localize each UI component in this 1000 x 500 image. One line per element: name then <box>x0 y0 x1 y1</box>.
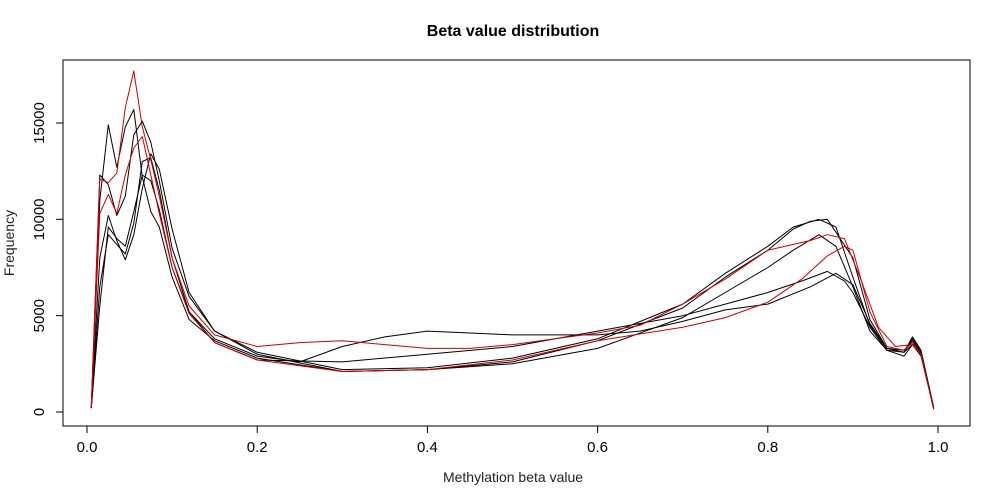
series-line-3 <box>90 153 935 408</box>
chart-title: Beta value distribution <box>427 23 599 40</box>
y-tick-label: 5000 <box>31 299 48 332</box>
x-tick-label: 0.8 <box>757 439 778 456</box>
series-line-5 <box>90 174 935 409</box>
series-line-2 <box>90 109 935 409</box>
x-tick-label: 1.0 <box>928 439 949 456</box>
x-tick-label: 0.2 <box>247 439 268 456</box>
series-line-6 <box>90 70 935 410</box>
x-tick-label: 0.4 <box>417 439 438 456</box>
series-line-7 <box>90 136 935 410</box>
x-tick-label: 0.0 <box>77 439 98 456</box>
y-axis: 0 5000 10000 15000 <box>31 102 64 416</box>
x-tick-label: 0.6 <box>587 439 608 456</box>
x-axis: 0.0 0.2 0.4 0.6 0.8 1.0 <box>77 425 949 456</box>
y-axis-label: Frequency <box>1 210 17 276</box>
y-tick-label: 0 <box>31 408 48 416</box>
plot-frame <box>62 59 971 427</box>
series-line-4 <box>90 157 935 410</box>
y-tick-label: 15000 <box>31 102 48 144</box>
x-axis-label: Methylation beta value <box>443 469 583 485</box>
series-lines <box>90 70 935 410</box>
y-tick-label: 10000 <box>31 198 48 240</box>
series-line-1 <box>90 120 935 409</box>
